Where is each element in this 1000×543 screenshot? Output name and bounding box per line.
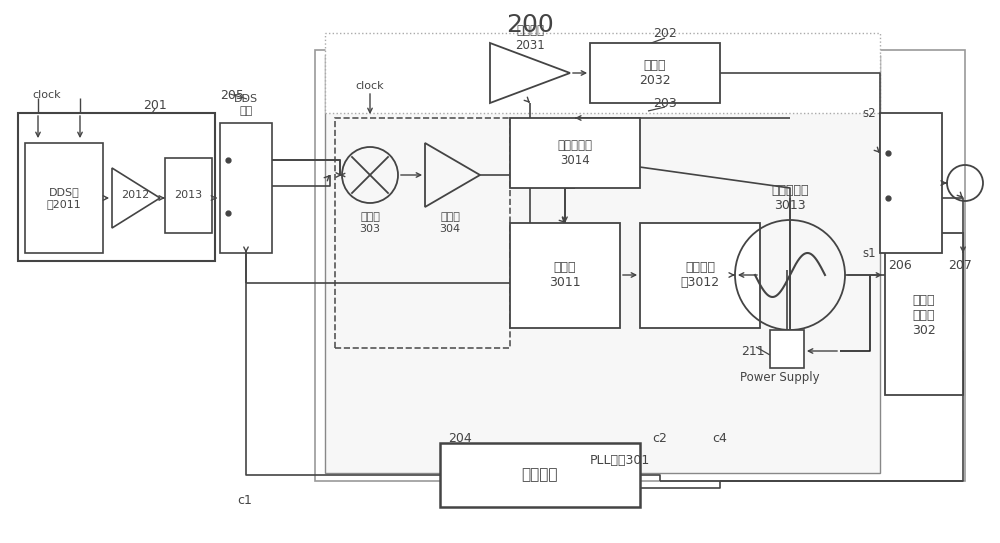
- Text: s2: s2: [862, 106, 876, 119]
- Bar: [18, 113, 215, 261]
- Bar: [315, 50, 965, 481]
- Bar: [885, 233, 963, 395]
- Bar: [640, 223, 760, 328]
- Text: 2013: 2013: [174, 190, 202, 200]
- Text: clock: clock: [32, 90, 61, 100]
- Text: 可変分頻器
3014: 可変分頻器 3014: [558, 139, 592, 167]
- Text: 环路滤波
器3012: 环路滤波 器3012: [680, 261, 720, 289]
- Text: 201: 201: [143, 98, 167, 111]
- Text: 205: 205: [220, 89, 244, 102]
- Text: c4: c4: [713, 433, 727, 445]
- Bar: [325, 55, 880, 473]
- Text: DDS模
块2011: DDS模 块2011: [47, 187, 81, 209]
- Bar: [510, 223, 620, 328]
- Text: 206: 206: [888, 258, 912, 272]
- Bar: [25, 143, 103, 253]
- Text: 203: 203: [653, 97, 677, 110]
- Bar: [325, 33, 880, 113]
- Text: 压控振荡器
3013: 压控振荡器 3013: [771, 184, 809, 212]
- Text: s1: s1: [862, 247, 876, 260]
- Bar: [335, 118, 510, 348]
- Text: c2: c2: [653, 433, 667, 445]
- Text: PLL模块301: PLL模块301: [590, 454, 650, 468]
- Text: 混频器
303: 混频器 303: [360, 212, 381, 234]
- Bar: [510, 118, 640, 188]
- Bar: [880, 113, 942, 253]
- Text: 控制单元: 控制单元: [522, 468, 558, 483]
- Text: c1: c1: [238, 495, 252, 508]
- Text: 放大模块
2031: 放大模块 2031: [515, 24, 545, 52]
- Text: Power Supply: Power Supply: [740, 371, 820, 384]
- Bar: [220, 123, 272, 253]
- Text: 鉴相器
3011: 鉴相器 3011: [549, 261, 581, 289]
- Bar: [165, 158, 212, 233]
- Text: 202: 202: [653, 27, 677, 40]
- Text: 200: 200: [506, 13, 554, 37]
- Bar: [770, 330, 804, 368]
- Text: 2012: 2012: [121, 190, 149, 200]
- Text: 滤波器
2032: 滤波器 2032: [639, 59, 671, 87]
- Text: DDS
信号: DDS 信号: [234, 94, 258, 116]
- Text: 频率变
换模块
302: 频率变 换模块 302: [912, 294, 936, 337]
- Text: 204: 204: [448, 433, 472, 445]
- Bar: [440, 443, 640, 507]
- Bar: [590, 43, 720, 103]
- Text: 缓冲器
304: 缓冲器 304: [439, 212, 461, 234]
- Text: 211: 211: [741, 344, 765, 357]
- Text: clock: clock: [356, 81, 384, 91]
- Text: 207: 207: [948, 258, 972, 272]
